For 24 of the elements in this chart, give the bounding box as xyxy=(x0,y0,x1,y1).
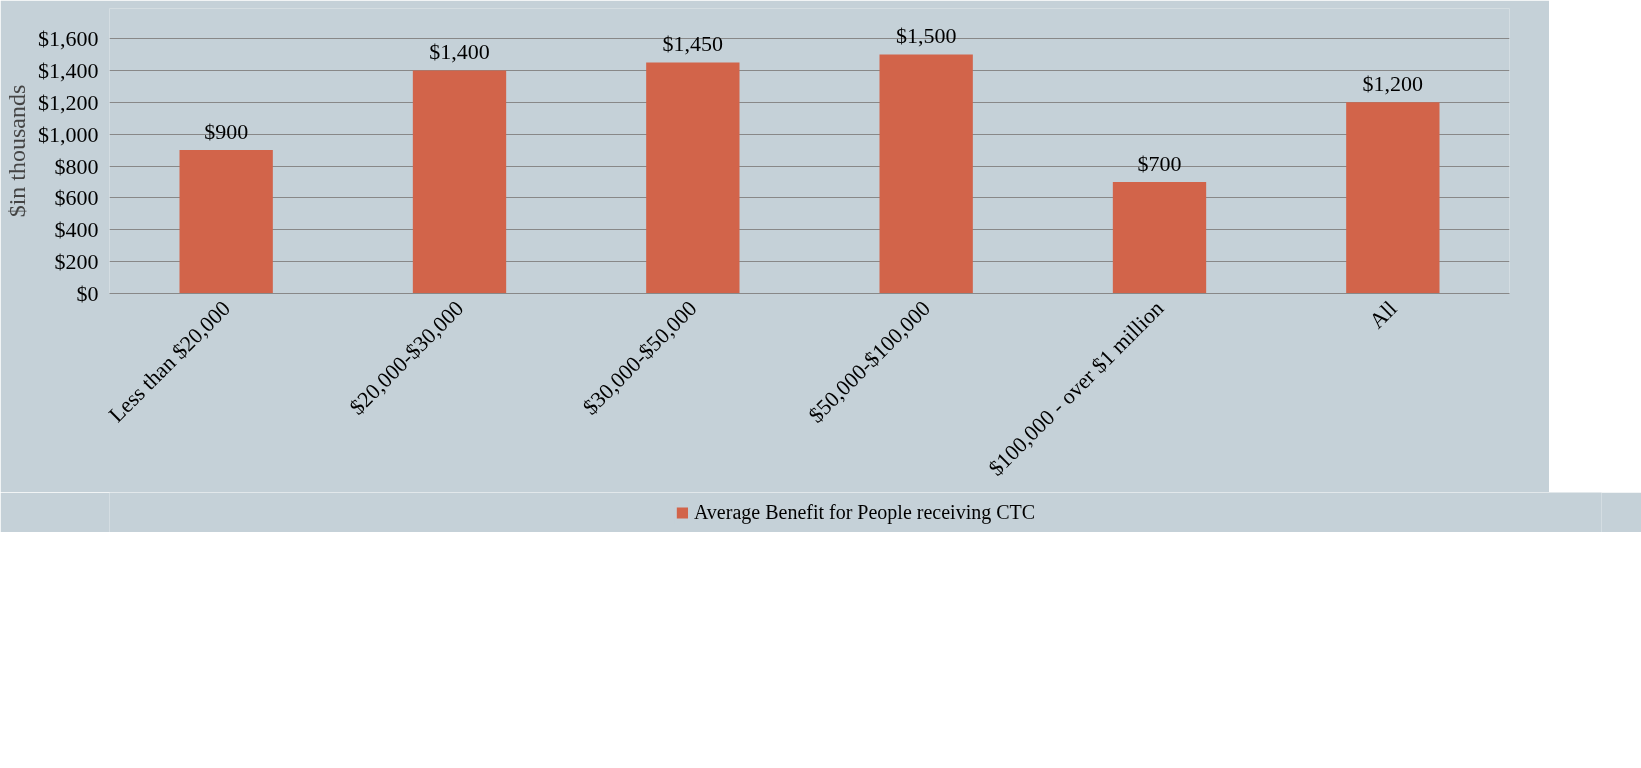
y-tick-label: $1,600 xyxy=(38,26,99,51)
y-tick-label: $400 xyxy=(54,217,99,243)
y-tick-label: $0 xyxy=(76,281,99,306)
y-tick-label: $800 xyxy=(54,153,99,179)
x-tick-label: All xyxy=(1364,295,1402,334)
y-axis-title: $in thousands xyxy=(4,84,30,218)
bar xyxy=(879,54,973,294)
y-tick-label: $200 xyxy=(54,249,99,275)
legend-label: Average Benefit for People receiving CTC xyxy=(693,500,1036,524)
data-label: $1,500 xyxy=(895,23,957,49)
data-label: $1,400 xyxy=(429,39,490,65)
bar xyxy=(412,70,507,294)
y-tick-label: $600 xyxy=(54,185,99,211)
bar xyxy=(1346,102,1440,294)
data-label: $900 xyxy=(204,119,249,145)
data-label: $700 xyxy=(1137,150,1182,176)
y-tick-label: $1,000 xyxy=(38,121,99,147)
bar xyxy=(1112,181,1207,294)
y-tick-label: $1,200 xyxy=(38,89,99,115)
y-tick-label: $1,400 xyxy=(38,57,99,83)
data-label: $1,450 xyxy=(662,31,724,57)
bar xyxy=(646,62,740,294)
data-label: $1,200 xyxy=(1362,71,1424,97)
bar xyxy=(179,150,273,294)
